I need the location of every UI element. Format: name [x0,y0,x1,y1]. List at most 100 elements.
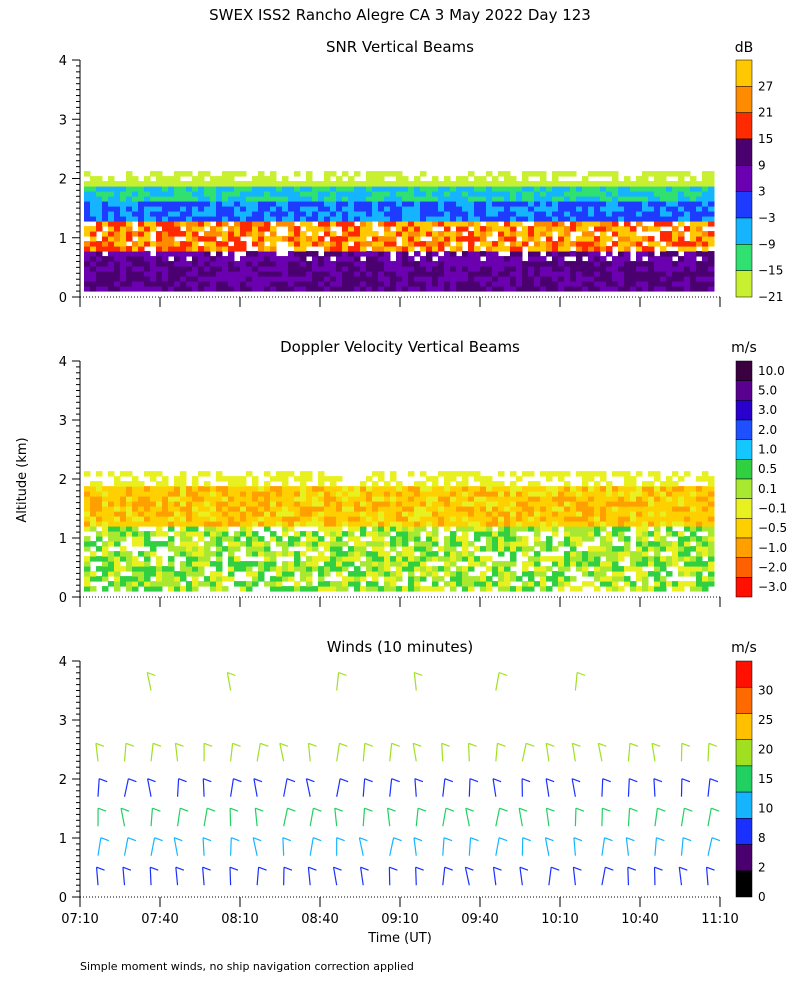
heatmap-cell [396,261,403,267]
heatmap-cell [96,211,103,217]
heatmap-cell [366,561,373,567]
heatmap-cell [210,271,217,277]
heatmap-cell [408,181,415,187]
heatmap-cell [528,496,535,502]
heatmap-cell [198,181,205,187]
heatmap-cell [168,511,175,517]
heatmap-cell [402,231,409,237]
heatmap-cell [306,186,313,192]
heatmap-cell [216,541,223,547]
heatmap-cell [450,501,457,507]
heatmap-cell [498,516,505,522]
wind-barb-staff [519,867,523,886]
heatmap-cell [336,256,343,262]
heatmap-cell [630,261,637,267]
heatmap-cell [654,281,661,287]
heatmap-cell [342,276,349,282]
heatmap-cell [690,186,697,192]
heatmap-cell [366,221,373,227]
heatmap-cell [498,196,505,202]
heatmap-cell [162,251,169,257]
heatmap-cell [594,486,601,492]
heatmap-cell [414,271,421,277]
heatmap-cell [372,246,379,252]
heatmap-cell [654,551,661,557]
heatmap-cell [210,191,217,197]
heatmap-cell [474,221,481,227]
heatmap-cell [408,206,415,212]
heatmap-cell [504,236,511,242]
heatmap-cell [132,181,139,187]
heatmap-cell [624,511,631,517]
heatmap-cell [318,241,325,247]
wind-barb-flag [522,837,531,842]
colorbar-swatch [735,217,753,245]
heatmap-cell [156,576,163,582]
heatmap-cell [672,216,679,222]
heatmap-cell [228,211,235,217]
heatmap-cell [420,246,427,252]
heatmap-cell [318,506,325,512]
heatmap-cell [336,281,343,287]
heatmap-cell [546,471,553,477]
heatmap-cell [558,241,565,247]
heatmap-cell [102,571,109,577]
heatmap-cell [486,476,493,482]
heatmap-cell [648,241,655,247]
heatmap-cell [150,256,157,262]
heatmap-cell [708,176,715,182]
heatmap-cell [300,576,307,582]
heatmap-cell [276,196,283,202]
heatmap-cell [372,216,379,222]
heatmap-cell [558,471,565,477]
heatmap-cell [330,501,337,507]
heatmap-cell [96,266,103,272]
heatmap-cell [330,486,337,492]
heatmap-cell [432,556,439,562]
heatmap-cell [114,551,121,557]
heatmap-cell [102,191,109,197]
heatmap-cell [306,531,313,537]
heatmap-cell [84,216,91,222]
heatmap-cell [270,536,277,542]
heatmap-cell [690,196,697,202]
heatmap-cell [306,171,313,177]
heatmap-cell [630,496,637,502]
heatmap-cell [612,226,619,232]
heatmap-cell [300,286,307,292]
heatmap-cell [444,266,451,272]
heatmap-cell [276,501,283,507]
heatmap-cell [204,261,211,267]
heatmap-cell [672,201,679,207]
heatmap-cell [582,211,589,217]
heatmap-cell [432,481,439,487]
heatmap-cell [528,171,535,177]
heatmap-cell [372,546,379,552]
heatmap-cell [666,186,673,192]
wind-barb-flag [203,742,213,747]
heatmap-cell [588,221,595,227]
heatmap-cell [690,271,697,277]
heatmap-cell [216,286,223,292]
heatmap-cell [120,486,127,492]
heatmap-cell [492,276,499,282]
heatmap-cell [378,251,385,257]
heatmap-cell [234,486,241,492]
heatmap-cell [120,231,127,237]
heatmap-cell [312,491,319,497]
heatmap-cell [702,206,709,212]
heatmap-cell [648,191,655,197]
heatmap-cell [108,571,115,577]
heatmap-cell [90,181,97,187]
heatmap-cell [600,476,607,482]
heatmap-cell [276,211,283,217]
heatmap-cell [384,221,391,227]
heatmap-cell [522,546,529,552]
heatmap-cell [240,486,247,492]
heatmap-cell [192,486,199,492]
colorbar-label: 25 [758,713,773,727]
heatmap-cell [222,486,229,492]
heatmap-cell [546,281,553,287]
heatmap-cell [402,521,409,527]
heatmap-cell [510,506,517,512]
